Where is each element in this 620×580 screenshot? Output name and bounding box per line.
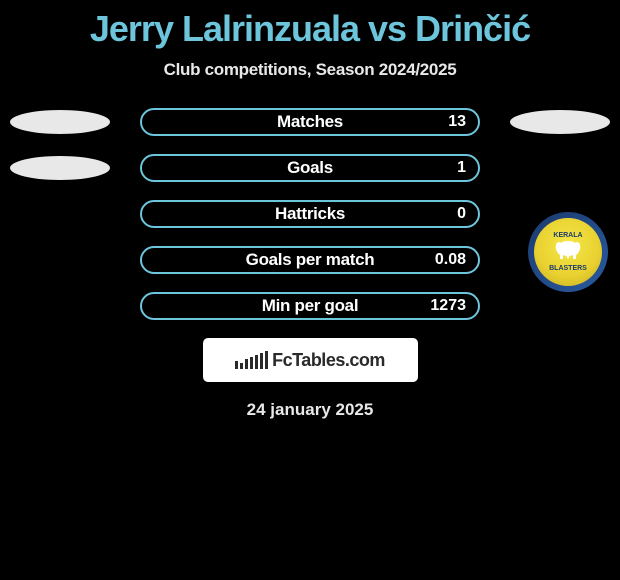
left-placeholder-oval (10, 110, 110, 134)
stat-bar: Matches 13 (140, 108, 480, 136)
page-subtitle: Club competitions, Season 2024/2025 (0, 60, 620, 80)
stat-label: Min per goal (262, 296, 359, 316)
stat-value-right: 0.08 (435, 251, 466, 269)
stat-row-goals: Goals 1 KERALA BLASTERS (0, 154, 620, 182)
date-text: 24 january 2025 (0, 400, 620, 420)
left-placeholder-oval (10, 156, 110, 180)
stat-label: Goals (287, 158, 333, 178)
bars-icon (235, 351, 268, 369)
brand-text: FcTables.com (272, 350, 385, 371)
comparison-card: Jerry Lalrinzuala vs Drinčić Club compet… (0, 0, 620, 580)
right-placeholder-oval (510, 110, 610, 134)
stat-bar: Goals 1 (140, 154, 480, 182)
club-name-top: KERALA (553, 232, 582, 239)
stat-value-right: 0 (457, 205, 466, 223)
stat-bar: Goals per match 0.08 (140, 246, 480, 274)
page-title: Jerry Lalrinzuala vs Drinčić (0, 8, 620, 50)
stat-bar: Min per goal 1273 (140, 292, 480, 320)
stat-row-hattricks: Hattricks 0 (0, 200, 620, 228)
stat-value-right: 1 (457, 159, 466, 177)
stat-row-matches: Matches 13 (0, 108, 620, 136)
stat-row-goals-per-match: Goals per match 0.08 (0, 246, 620, 274)
stat-value-right: 13 (448, 113, 466, 131)
stat-row-min-per-goal: Min per goal 1273 (0, 292, 620, 320)
stat-label: Matches (277, 112, 343, 132)
stat-bar: Hattricks 0 (140, 200, 480, 228)
fctables-badge: FcTables.com (203, 338, 418, 382)
stat-value-right: 1273 (430, 297, 466, 315)
stat-label: Goals per match (246, 250, 375, 270)
stat-label: Hattricks (275, 204, 345, 224)
stats-area: Matches 13 Goals 1 KERALA BLAST (0, 108, 620, 320)
